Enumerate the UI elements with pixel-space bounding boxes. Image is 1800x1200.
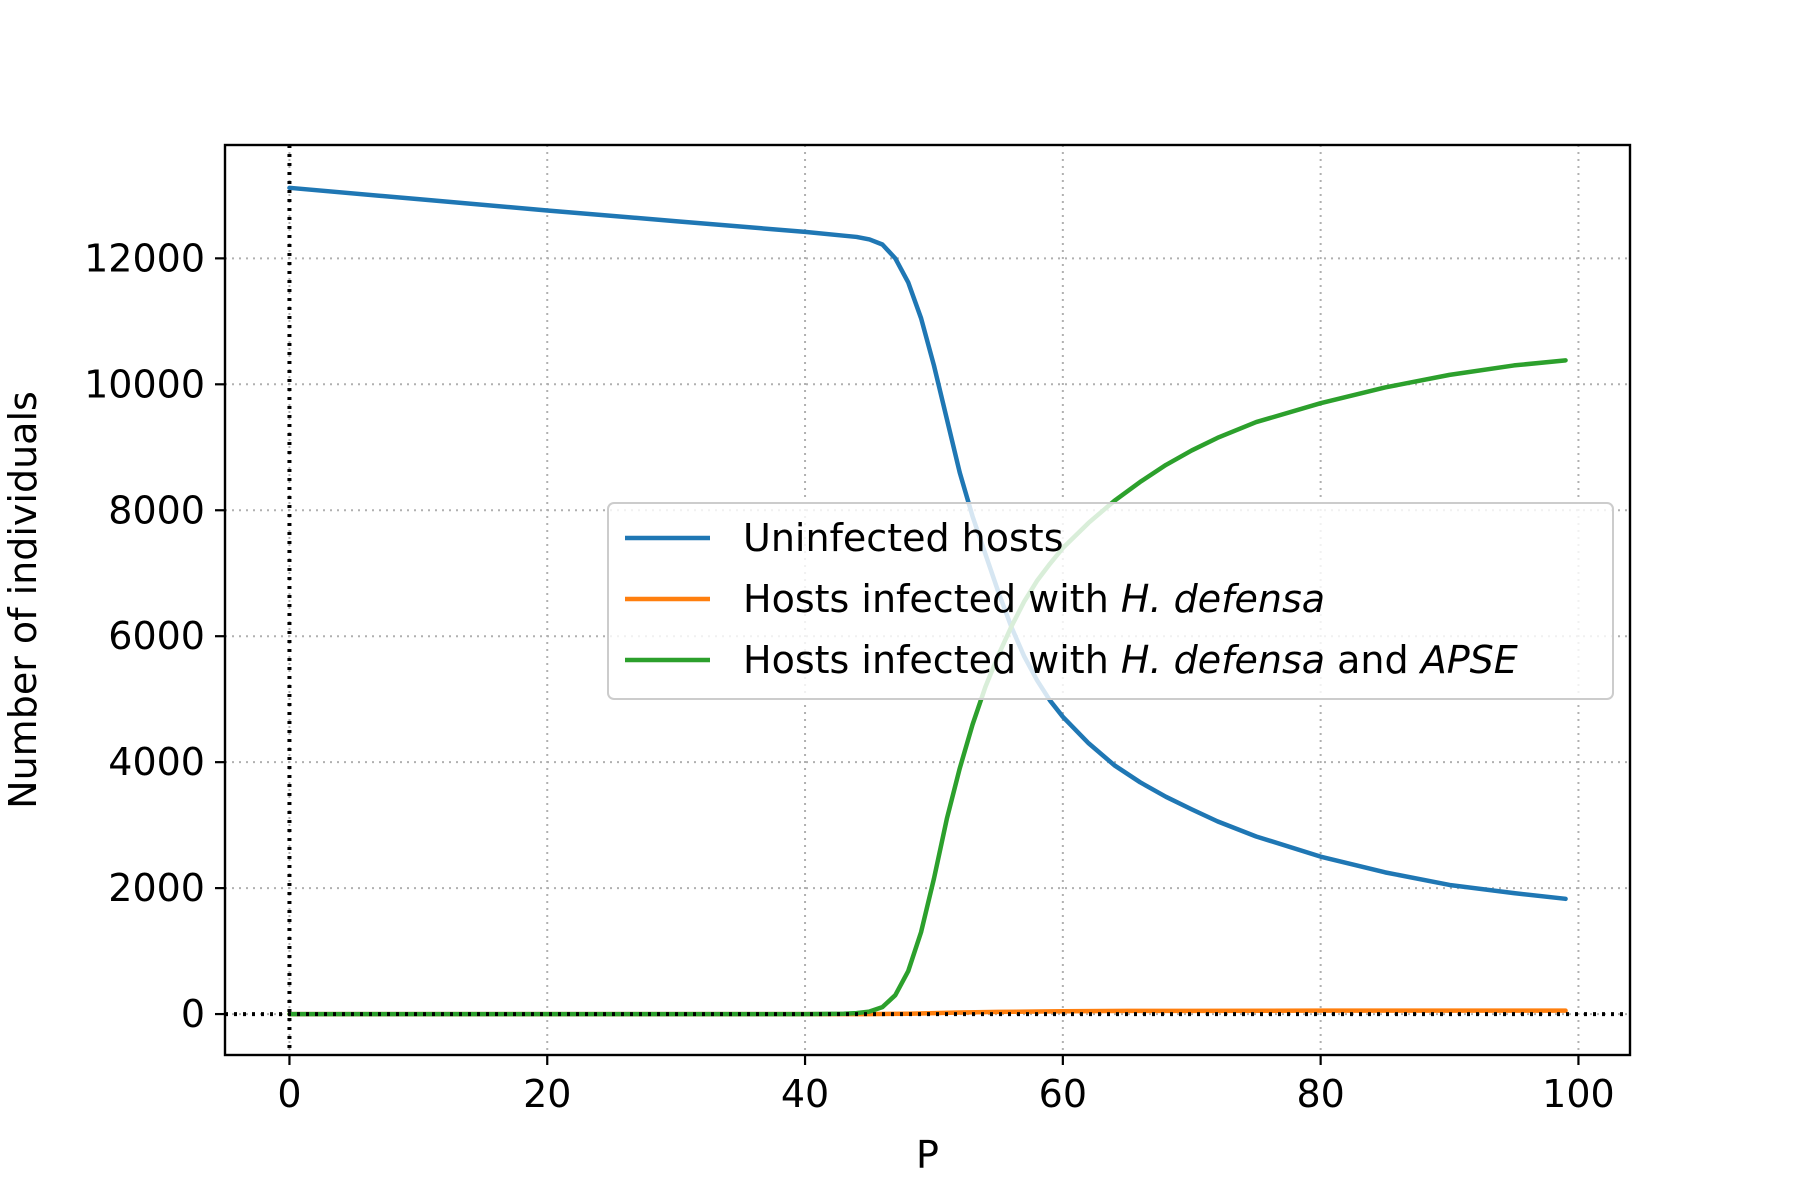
y-axis-ticks: 0 2000 4000 6000 8000 10000 12000	[84, 236, 225, 1036]
plot-area-frame	[223, 143, 1632, 1057]
y-tick-label: 6000	[108, 614, 205, 658]
reference-lines	[225, 145, 1630, 1055]
x-tick-label: 100	[1542, 1072, 1615, 1116]
legend-label-3: Hosts infected with H. defensa and APSE	[743, 638, 1518, 682]
legend-label-2: Hosts infected with H. defensa	[743, 577, 1325, 621]
x-tick-label: 40	[781, 1072, 829, 1116]
y-tick-label: 2000	[108, 866, 205, 910]
x-axis-title: P	[916, 1133, 939, 1177]
y-axis-title: Number of individuals	[1, 391, 45, 809]
legend-label-1: Uninfected hosts	[743, 516, 1064, 560]
legend-box	[607, 502, 1614, 700]
y-tick-label: 8000	[108, 488, 205, 532]
y-tick-label: 4000	[108, 740, 205, 784]
x-tick-label: 20	[523, 1072, 571, 1116]
x-tick-label: 60	[1039, 1072, 1087, 1116]
y-tick-label: 0	[181, 992, 205, 1036]
x-tick-label: 80	[1296, 1072, 1344, 1116]
x-tick-label: 0	[277, 1072, 301, 1116]
y-tick-label: 10000	[84, 362, 205, 406]
legend: Uninfected hosts Hosts infected with H. d…	[607, 502, 1614, 700]
y-tick-label: 12000	[84, 236, 205, 280]
x-axis-ticks: 0 20 40 60 80 100	[277, 1055, 1615, 1116]
